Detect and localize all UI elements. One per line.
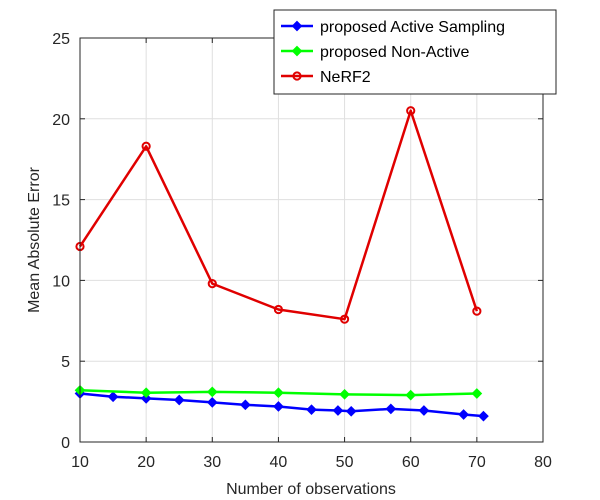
y-tick-label: 20 bbox=[52, 112, 70, 129]
y-tick-label: 0 bbox=[61, 435, 70, 452]
data-point bbox=[273, 304, 284, 315]
data-point bbox=[345, 405, 357, 417]
data-point bbox=[140, 393, 152, 404]
y-tick-label: 10 bbox=[52, 273, 70, 290]
data-point bbox=[471, 388, 483, 399]
data-point bbox=[273, 387, 284, 399]
x-tick-label: 30 bbox=[203, 454, 221, 471]
legend-marker bbox=[291, 20, 303, 32]
legend: proposed Active Sampling proposed Non-Act… bbox=[273, 9, 557, 95]
data-point bbox=[240, 399, 251, 411]
legend-marker bbox=[291, 45, 303, 57]
legend-label: proposed Active Sampling bbox=[320, 19, 505, 36]
x-tick-label: 50 bbox=[336, 454, 354, 471]
data-point bbox=[141, 141, 151, 151]
data-point bbox=[405, 389, 417, 401]
data-point bbox=[458, 409, 469, 420]
plot-area bbox=[80, 38, 543, 442]
legend-item: NeRF2 bbox=[281, 69, 371, 86]
legend-label: NeRF2 bbox=[320, 69, 371, 86]
y-tick-label: 5 bbox=[61, 354, 70, 371]
data-point bbox=[478, 410, 489, 422]
series-proposed-active-sampling bbox=[74, 388, 489, 422]
legend-box bbox=[273, 9, 557, 95]
legend-label: proposed Non-Active bbox=[320, 44, 470, 61]
data-point bbox=[339, 388, 350, 400]
x-tick-label: 60 bbox=[402, 454, 420, 471]
legend-marker bbox=[292, 71, 302, 81]
x-tick-label: 20 bbox=[137, 454, 155, 471]
data-point bbox=[140, 387, 152, 399]
data-point bbox=[339, 314, 350, 324]
series-nerf2 bbox=[75, 106, 482, 324]
series-line bbox=[79, 392, 484, 418]
x-tick-label: 80 bbox=[534, 454, 552, 471]
series-layer bbox=[74, 106, 489, 422]
y-axis-label: Mean Absolute Error bbox=[26, 166, 43, 313]
data-point bbox=[472, 306, 482, 316]
x-tick-label: 40 bbox=[270, 454, 288, 471]
legend-item: proposed Non-Active bbox=[281, 44, 470, 61]
y-tick-label: 15 bbox=[52, 193, 70, 210]
data-point bbox=[385, 403, 397, 415]
x-tick-label: 70 bbox=[468, 454, 486, 471]
data-point bbox=[418, 405, 430, 416]
data-point bbox=[207, 279, 217, 289]
data-point bbox=[306, 404, 317, 416]
ticks: 10 20 30 40 50 60 70 80 0 5 10 15 20 25 bbox=[52, 31, 552, 471]
x-tick-label: 10 bbox=[71, 454, 89, 471]
data-point bbox=[206, 386, 218, 398]
data-point bbox=[406, 106, 416, 116]
data-point bbox=[273, 401, 284, 412]
series-proposed-non-active bbox=[74, 384, 483, 401]
data-point bbox=[332, 405, 344, 416]
series-line bbox=[78, 109, 479, 321]
y-tick-label: 25 bbox=[52, 31, 70, 48]
data-point bbox=[206, 397, 218, 408]
legend-item: proposed Active Sampling bbox=[281, 19, 505, 36]
x-axis-label: Number of observations bbox=[226, 481, 396, 498]
data-point bbox=[173, 394, 185, 406]
data-point bbox=[107, 391, 119, 403]
